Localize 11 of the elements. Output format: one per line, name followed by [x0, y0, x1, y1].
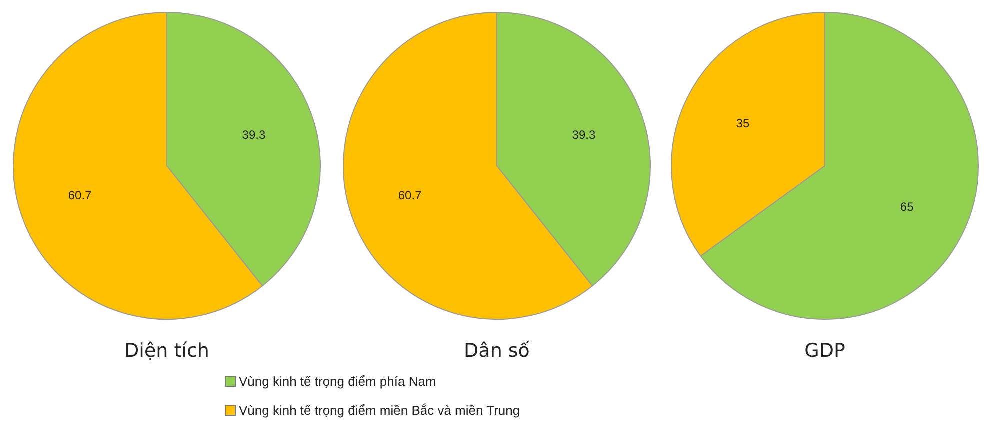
- data-label: 35: [736, 116, 750, 130]
- text: Dân số: [463, 340, 531, 362]
- legend-label: Vùng kinh tế trọng điểm miền Bắc và miền Trung: [239, 403, 520, 418]
- data-label: 60.7: [68, 188, 92, 203]
- legend-label: Vùng kinh tế trọng điểm phía Nam: [239, 374, 436, 389]
- text: Diện tích: [124, 340, 210, 362]
- data-label: 65: [900, 200, 914, 214]
- data-label: 39.3: [242, 128, 266, 142]
- text: GDP: [804, 340, 846, 362]
- data-label: 39.3: [572, 128, 596, 142]
- data-label: 60.7: [398, 188, 422, 203]
